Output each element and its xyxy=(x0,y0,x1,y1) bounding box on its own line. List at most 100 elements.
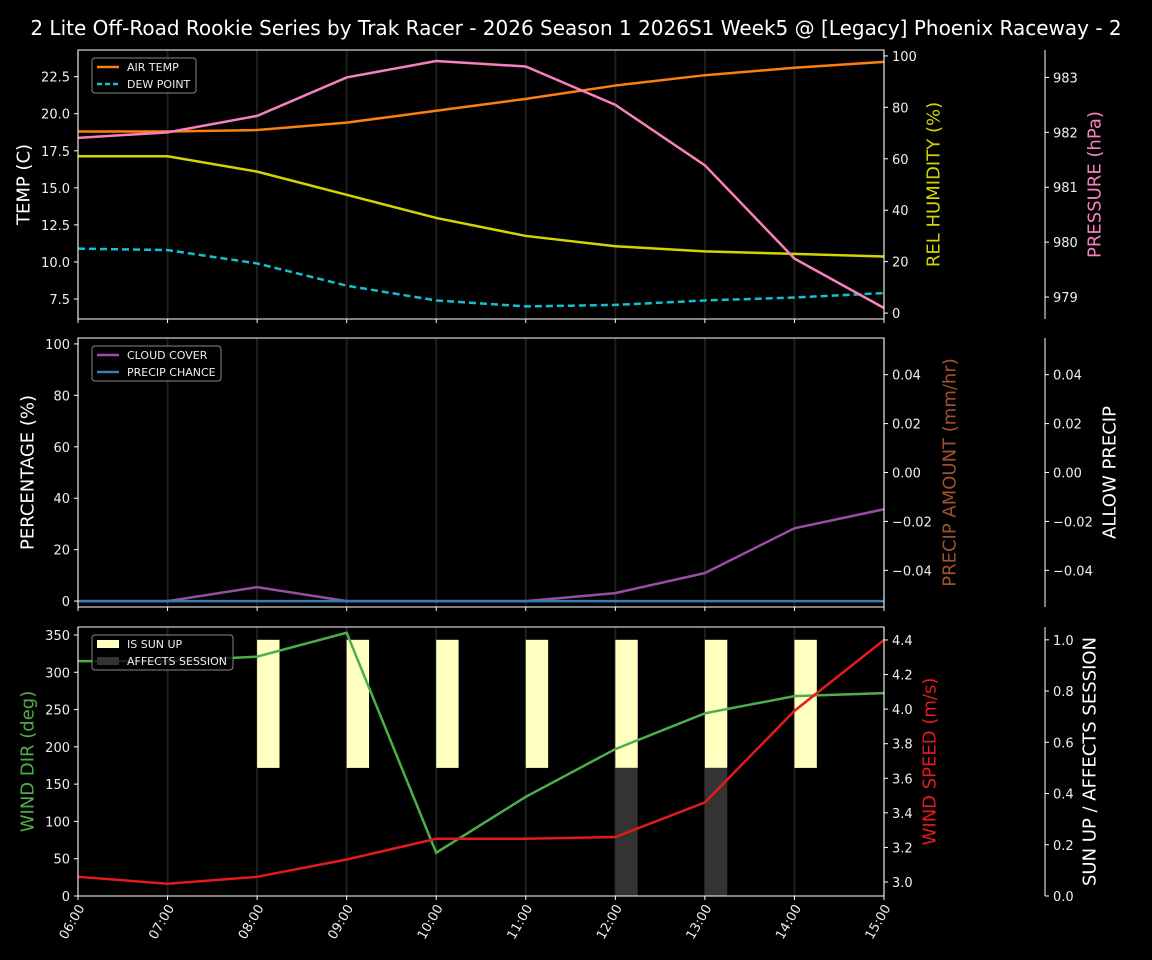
bar-is-sun-up xyxy=(704,639,728,768)
y-tick-label: 10.0 xyxy=(41,256,70,271)
y-tick-label: 0 xyxy=(62,595,70,610)
bar-is-sun-up xyxy=(525,639,549,768)
panel-2: 0 20 40 60 80 100 PERCENTAGE (%) −0.04 −0.02 0.00… xyxy=(18,337,1121,611)
y-tick-label: 100 xyxy=(45,338,70,353)
y-tick-label: 983 xyxy=(1053,71,1078,86)
legend: CLOUD COVER PRECIP CHANCE xyxy=(91,345,222,382)
axis-label-right: REL HUMIDITY (%) xyxy=(924,102,945,267)
series-air-temp xyxy=(78,60,885,133)
legend-label: AIR TEMP xyxy=(127,61,179,74)
series-cloud-cover xyxy=(78,508,885,603)
x-tick-label: 07:00 xyxy=(146,902,178,942)
y-tick-label: 0.02 xyxy=(1053,418,1082,433)
y-tick-label: 0 xyxy=(62,890,70,905)
axis-label-left: PERCENTAGE (%) xyxy=(18,395,39,550)
y-tick-label: 4.2 xyxy=(892,669,913,684)
y-tick-label: 0.00 xyxy=(892,467,921,482)
y-tick-label: 80 xyxy=(892,101,909,116)
legend-swatch xyxy=(97,657,119,665)
y-tick-label: 200 xyxy=(45,741,70,756)
y-tick-label: 3.4 xyxy=(892,807,913,822)
y-tick-label: 80 xyxy=(53,389,70,404)
y-tick-label: 0.0 xyxy=(1053,890,1074,905)
panel-1: 7.5 10.0 12.5 15.0 17.5 20.0 22.5 TEMP (C) 0 20 40… xyxy=(14,49,1106,323)
y-tick-label: 17.5 xyxy=(41,145,70,160)
legend-swatch xyxy=(97,640,119,648)
legend-label: AFFECTS SESSION xyxy=(127,655,227,668)
bar-is-sun-up xyxy=(615,639,638,768)
y-tick-label: 4.4 xyxy=(892,634,913,649)
y-tick-label: 20.0 xyxy=(41,108,70,123)
x-tick-label: 10:00 xyxy=(415,902,447,942)
x-tick-label: 15:00 xyxy=(863,902,895,942)
legend-label: CLOUD COVER xyxy=(127,349,208,362)
bar-affects-session xyxy=(704,767,728,896)
y-tick-label: 0.04 xyxy=(892,369,921,384)
y-tick-label: 100 xyxy=(892,50,917,65)
x-tick-label: 08:00 xyxy=(236,902,268,942)
y-tick-label: 0.04 xyxy=(1053,369,1082,384)
axis-label-right2: PRESSURE (hPa) xyxy=(1085,111,1106,258)
plot-frame xyxy=(77,626,885,897)
bar-is-sun-up xyxy=(794,639,817,768)
legend: IS SUN UP AFFECTS SESSION xyxy=(91,634,234,671)
chart-title: 2 Lite Off-Road Rookie Series by Trak Ra… xyxy=(30,16,1121,40)
axis-label-right: PRECIP AMOUNT (mm/hr) xyxy=(940,358,961,587)
axis-label-right2: ALLOW PRECIP xyxy=(1100,406,1121,539)
y-tick-label: 350 xyxy=(45,629,70,644)
y-tick-label: 40 xyxy=(53,492,70,507)
y-tick-label: 300 xyxy=(45,666,70,681)
plot-frame xyxy=(77,49,885,320)
axis-label-right2: SUN UP / AFFECTS SESSION xyxy=(1080,637,1101,886)
legend-label: PRECIP CHANCE xyxy=(127,366,216,379)
y-tick-label: −0.02 xyxy=(892,515,932,530)
legend: AIR TEMP DEW POINT xyxy=(91,57,197,94)
legend-label: IS SUN UP xyxy=(127,638,183,651)
y-tick-label: 1.0 xyxy=(1053,634,1074,649)
y-tick-label: −0.04 xyxy=(892,564,932,579)
y-tick-label: 0.02 xyxy=(892,418,921,433)
y-tick-label: 60 xyxy=(892,153,909,168)
y-tick-label: 981 xyxy=(1053,181,1078,196)
y-tick-label: 3.6 xyxy=(892,772,913,787)
x-tick-label: 11:00 xyxy=(505,902,537,942)
legend-box xyxy=(91,634,234,671)
y-tick-label: 12.5 xyxy=(41,219,70,234)
y-tick-label: 40 xyxy=(892,204,909,219)
x-tick-label: 09:00 xyxy=(325,902,357,942)
y-tick-label: 0.2 xyxy=(1053,839,1074,854)
axis-label-right: WIND SPEED (m/s) xyxy=(920,678,941,846)
y-tick-label: 22.5 xyxy=(41,71,70,86)
y-tick-label: 3.0 xyxy=(892,876,913,891)
y-tick-label: 3.2 xyxy=(892,841,913,856)
y-tick-label: 15.0 xyxy=(41,182,70,197)
y-tick-label: 50 xyxy=(53,853,70,868)
axis-label-left: WIND DIR (deg) xyxy=(18,691,39,833)
series-wind-speed xyxy=(77,638,885,885)
y-tick-label: 982 xyxy=(1053,126,1078,141)
x-tick-label: 14:00 xyxy=(773,902,805,942)
series-rel-humidity xyxy=(78,154,885,258)
y-tick-label: 0.00 xyxy=(1053,467,1082,482)
y-tick-label: 979 xyxy=(1053,291,1078,306)
y-tick-label: 150 xyxy=(45,778,70,793)
x-tick-label: 13:00 xyxy=(684,902,716,942)
legend-box xyxy=(91,345,222,382)
x-tick-label: 06:00 xyxy=(57,902,89,942)
panel-3: 0 50 100 150 200 250 300 350 WIND DIR (deg) 3.0 3.… xyxy=(18,626,1101,942)
y-tick-label: −0.04 xyxy=(1053,564,1093,579)
y-tick-label: 20 xyxy=(892,256,909,271)
y-tick-label: 0.6 xyxy=(1053,736,1074,751)
y-tick-label: 60 xyxy=(53,441,70,456)
y-tick-label: 0 xyxy=(892,307,900,322)
bar-is-sun-up xyxy=(257,639,280,768)
y-tick-label: 20 xyxy=(53,544,70,559)
series-dew-point xyxy=(77,247,885,308)
legend-label: DEW POINT xyxy=(127,78,191,91)
axis-label-left: TEMP (C) xyxy=(14,144,35,226)
y-tick-label: −0.02 xyxy=(1053,515,1093,530)
y-tick-label: 0.4 xyxy=(1053,788,1074,803)
y-tick-label: 100 xyxy=(45,815,70,830)
x-tick-label: 12:00 xyxy=(594,902,626,942)
